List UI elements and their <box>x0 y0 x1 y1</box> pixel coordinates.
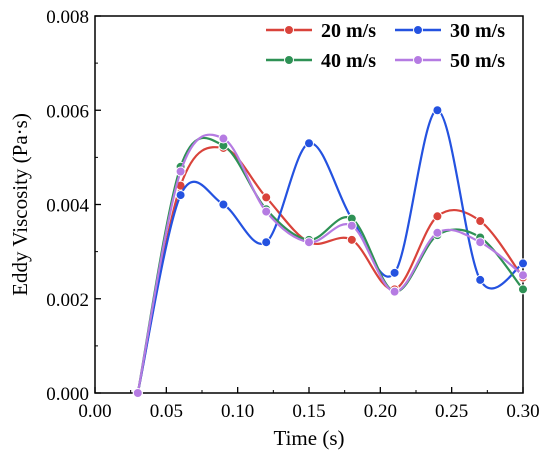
data-point-50-m-s <box>175 166 186 177</box>
data-point-30-m-s <box>175 190 186 201</box>
plot-frame <box>94 15 524 394</box>
legend-swatch-marker <box>284 55 294 65</box>
data-point-20-m-s <box>432 211 443 222</box>
series-50-m-s <box>132 133 528 398</box>
legend-label: 50 m/s <box>450 50 505 72</box>
series-40-m-s <box>132 136 528 398</box>
data-point-50-m-s <box>132 388 143 398</box>
data-point-30-m-s <box>475 274 486 285</box>
data-point-20-m-s <box>261 192 272 203</box>
legend-item-30-m-s: 30 m/s <box>395 20 505 42</box>
data-point-30-m-s <box>304 138 314 149</box>
x-tick-label: 0.05 <box>150 401 183 422</box>
data-point-20-m-s <box>475 215 486 226</box>
legend-item-40-m-s: 40 m/s <box>266 50 376 72</box>
data-point-30-m-s <box>218 199 229 210</box>
data-point-50-m-s <box>518 270 528 281</box>
data-point-30-m-s <box>389 267 400 278</box>
y-tick-label: 0.004 <box>46 196 89 217</box>
data-point-50-m-s <box>389 286 400 297</box>
x-tick-label: 0.30 <box>506 401 539 422</box>
x-tick-label: 0.20 <box>364 401 397 422</box>
data-point-50-m-s <box>475 237 486 248</box>
data-point-50-m-s <box>432 227 443 238</box>
x-tick-label: 0.15 <box>292 401 325 422</box>
legend-swatch-marker <box>413 25 423 35</box>
data-point-50-m-s <box>346 220 357 231</box>
data-point-30-m-s <box>261 237 272 248</box>
data-point-20-m-s <box>346 234 357 245</box>
legend-swatch-marker <box>284 25 294 35</box>
legend-item-50-m-s: 50 m/s <box>395 50 505 72</box>
legend-label: 20 m/s <box>321 20 376 42</box>
y-tick-label: 0.000 <box>46 384 89 405</box>
legend-label: 40 m/s <box>321 50 376 72</box>
series-line-30-m-s <box>136 109 523 393</box>
y-tick-label: 0.002 <box>46 290 89 311</box>
data-point-30-m-s <box>518 258 528 269</box>
legend: 20 m/s 30 m/s 40 m/s 50 m/s <box>266 20 505 72</box>
data-point-30-m-s <box>432 105 443 116</box>
data-point-50-m-s <box>304 237 314 248</box>
y-tick-label: 0.006 <box>46 101 89 122</box>
legend-label: 30 m/s <box>450 20 505 42</box>
legend-swatch-marker <box>413 55 423 65</box>
series-line-20-m-s <box>136 146 523 393</box>
series-line-40-m-s <box>136 136 523 393</box>
legend-item-20-m-s: 20 m/s <box>266 20 376 42</box>
series-30-m-s <box>132 105 528 398</box>
x-axis-title: Time (s) <box>274 426 345 450</box>
data-point-50-m-s <box>261 206 272 217</box>
x-tick-label: 0.00 <box>78 401 111 422</box>
data-point-40-m-s <box>518 284 528 295</box>
data-point-50-m-s <box>218 133 229 144</box>
x-tick-label: 0.10 <box>221 401 254 422</box>
y-axis-title: Eddy Viscosity (Pa·s) <box>8 113 32 296</box>
x-tick-label: 0.25 <box>435 401 468 422</box>
y-tick-label: 0.008 <box>46 7 89 28</box>
